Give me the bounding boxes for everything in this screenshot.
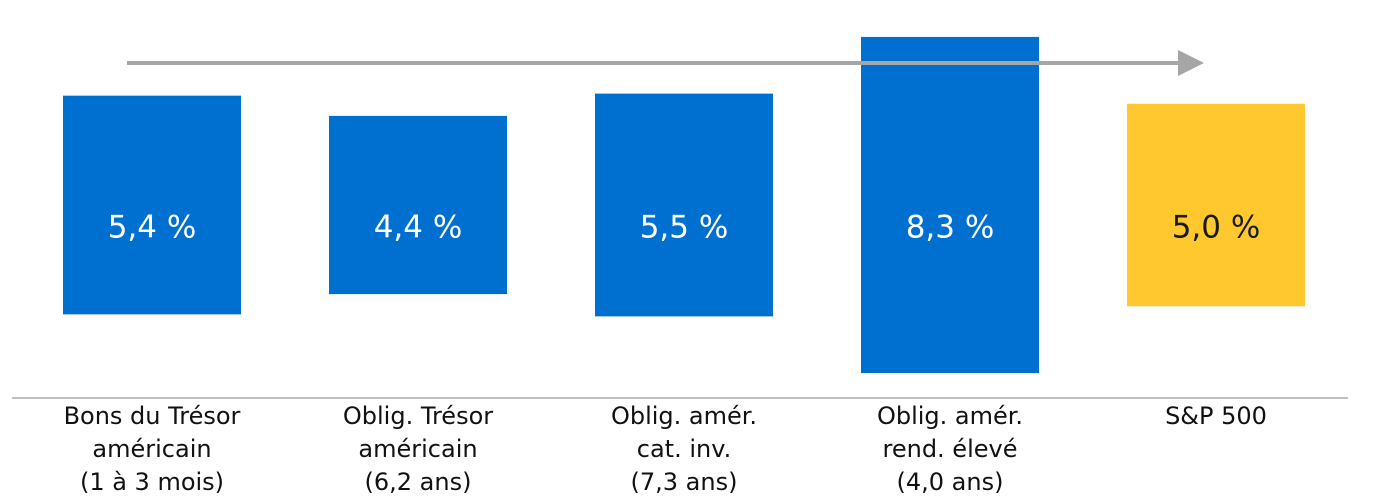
bar: [63, 95, 241, 315]
category-label: américain: [358, 435, 477, 463]
value-labels-layer: 5,4 % 4,4 % 5,5 % 8,3 % 5,0 %: [108, 210, 1261, 246]
bar-value-label: 5,0 %: [1172, 210, 1261, 246]
category-label: rend. élevé: [883, 435, 1018, 463]
arrow-head: [1178, 50, 1204, 76]
bar-value-label: 8,3 %: [906, 210, 995, 246]
bar-value-label: 5,4 %: [108, 210, 197, 246]
category-label: Oblig. amér.: [877, 402, 1023, 430]
category-label: Oblig. amér.: [611, 402, 757, 430]
bar-value-label: 5,5 %: [640, 210, 729, 246]
category-label: américain: [92, 435, 211, 463]
category-label: (4,0 ans): [897, 468, 1004, 496]
bars-layer: [63, 36, 1305, 374]
category-label: S&P 500: [1165, 402, 1267, 430]
category-label: Oblig. Trésor: [343, 402, 493, 430]
bar: [595, 93, 773, 317]
category-label: (6,2 ans): [365, 468, 472, 496]
bar: [861, 36, 1039, 374]
trend-arrow: [127, 50, 1204, 76]
category-label: cat. inv.: [637, 435, 731, 463]
bar: [329, 115, 507, 295]
bar-value-label: 4,4 %: [374, 210, 463, 246]
category-labels-layer: Bons du Trésor américain (1 à 3 mois) Oblig…: [64, 402, 1267, 496]
category-label: (1 à 3 mois): [80, 468, 224, 496]
bar: [1127, 103, 1305, 307]
category-label: (7,3 ans): [631, 468, 738, 496]
category-label: Bons du Trésor: [64, 402, 241, 430]
